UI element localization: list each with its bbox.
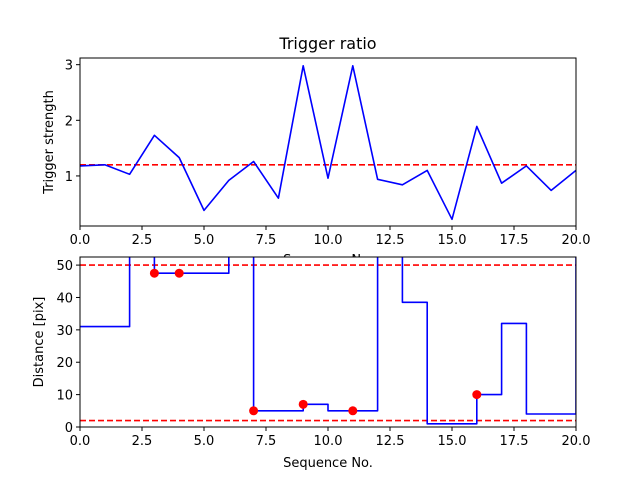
y-axis-label: Trigger strength	[42, 90, 57, 195]
x-tick-label: 10.0	[314, 233, 343, 248]
x-tick-label: 17.5	[500, 233, 529, 248]
chart-title: Trigger ratio	[278, 34, 376, 53]
series-line	[80, 257, 576, 425]
marker-point	[472, 390, 482, 400]
x-tick-label: 12.5	[376, 233, 405, 248]
y-tick-label: 20	[56, 356, 73, 371]
x-tick-label: 15.0	[438, 434, 467, 449]
distance-series	[80, 257, 576, 425]
y-tick-label: 40	[56, 291, 73, 306]
y-tick-label: 0	[65, 421, 73, 436]
x-tick-label: 15.0	[438, 233, 467, 248]
x-axis-ticks: 0.0 2.5 5.0 7.5 10.0 12.5 15.0 17.5 20.0	[70, 226, 591, 248]
threshold-lines	[80, 264, 576, 422]
plot-background	[80, 257, 576, 427]
y-axis-label: Distance [pix]	[32, 297, 47, 388]
x-tick-label: 0.0	[70, 434, 91, 449]
marker-point	[298, 399, 308, 409]
x-tick-label: 20.0	[562, 233, 591, 248]
y-tick-label: 50	[56, 259, 73, 274]
x-tick-label: 12.5	[376, 434, 405, 449]
marker-points	[149, 268, 482, 416]
x-tick-label: 7.5	[256, 233, 277, 248]
y-tick-label: 30	[56, 324, 73, 339]
marker-point	[149, 268, 159, 278]
x-tick-label: 2.5	[132, 434, 153, 449]
x-tick-label: 20.0	[562, 434, 591, 449]
marker-point	[348, 406, 358, 416]
x-tick-label: 7.5	[256, 434, 277, 449]
x-tick-label: 0.0	[70, 233, 91, 248]
y-axis-ticks: 1 2 3	[65, 59, 80, 185]
marker-point	[249, 406, 259, 416]
y-tick-label: 3	[65, 59, 73, 74]
y-tick-label: 1	[65, 170, 73, 185]
trigger-strength-series	[80, 65, 576, 221]
x-tick-label: 2.5	[132, 233, 153, 248]
y-tick-label: 2	[65, 114, 73, 129]
y-tick-label: 10	[56, 389, 73, 404]
distance-plot: 0.0 2.5 5.0 7.5 10.0 12.5 15.0 17.5 20.0 0 10 20 30…	[32, 256, 591, 471]
marker-point	[174, 268, 184, 278]
x-tick-label: 10.0	[314, 434, 343, 449]
x-axis-ticks: 0.0 2.5 5.0 7.5 10.0 12.5 15.0 17.5 20.0	[70, 427, 591, 449]
x-tick-label: 17.5	[500, 434, 529, 449]
x-axis-label: Sequence No.	[283, 456, 373, 471]
series-line	[80, 65, 576, 221]
x-tick-label: 5.0	[194, 233, 215, 248]
x-tick-label: 5.0	[194, 434, 215, 449]
y-axis-ticks: 0 10 20 30 40 50	[56, 259, 80, 436]
